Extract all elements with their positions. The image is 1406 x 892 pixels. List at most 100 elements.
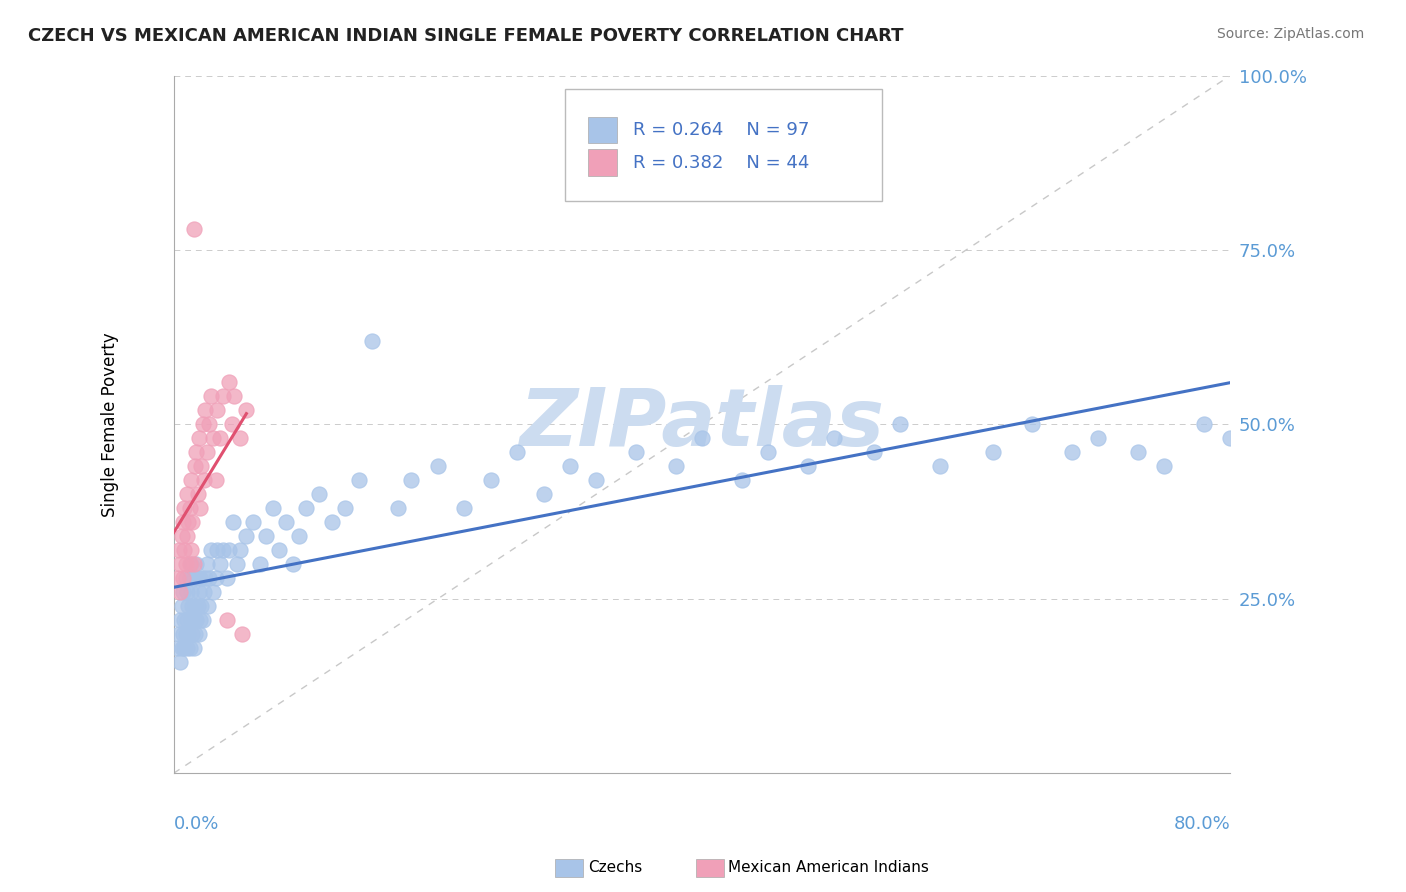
Point: [180, 613, 202, 627]
Point: [184, 626, 207, 640]
Point: [208, 557, 231, 571]
Point: [221, 417, 243, 432]
Text: Czechs: Czechs: [588, 861, 643, 875]
Point: [198, 417, 221, 432]
Point: [186, 445, 208, 459]
Point: [176, 613, 198, 627]
Point: [177, 515, 200, 529]
Point: [173, 640, 195, 655]
Point: [224, 389, 246, 403]
Point: [180, 543, 202, 558]
Point: [249, 557, 271, 571]
Point: [222, 515, 245, 529]
FancyBboxPatch shape: [588, 150, 617, 176]
Point: [197, 599, 219, 613]
Point: [281, 557, 304, 571]
Point: [181, 599, 204, 613]
Point: [180, 473, 202, 487]
Point: [191, 417, 214, 432]
Point: [321, 515, 343, 529]
Point: [169, 613, 191, 627]
Point: [170, 640, 193, 655]
Point: [174, 557, 197, 571]
Text: CZECH VS MEXICAN AMERICAN INDIAN SINGLE FEMALE POVERTY CORRELATION CHART: CZECH VS MEXICAN AMERICAN INDIAN SINGLE …: [28, 27, 904, 45]
Point: [183, 640, 205, 655]
Point: [1153, 459, 1175, 474]
Point: [862, 445, 884, 459]
Point: [179, 571, 201, 585]
Point: [186, 599, 208, 613]
Point: [169, 584, 191, 599]
Point: [205, 473, 228, 487]
Point: [179, 501, 201, 516]
Point: [205, 571, 228, 585]
Text: 80.0%: 80.0%: [1174, 815, 1230, 833]
Point: [211, 389, 233, 403]
Point: [208, 431, 231, 445]
Point: [172, 571, 194, 585]
Point: [229, 543, 252, 558]
Text: Source: ZipAtlas.com: Source: ZipAtlas.com: [1216, 27, 1364, 41]
Point: [211, 543, 233, 558]
Text: R = 0.382    N = 44: R = 0.382 N = 44: [633, 153, 810, 172]
Point: [173, 613, 195, 627]
Point: [335, 501, 357, 516]
Text: ZIPatlas: ZIPatlas: [520, 385, 884, 463]
Point: [226, 557, 249, 571]
Point: [193, 584, 215, 599]
Point: [188, 571, 211, 585]
Text: R = 0.264    N = 97: R = 0.264 N = 97: [633, 121, 810, 139]
Point: [172, 584, 194, 599]
Point: [690, 431, 713, 445]
Point: [207, 543, 229, 558]
Point: [187, 431, 209, 445]
Point: [177, 599, 200, 613]
Point: [479, 473, 502, 487]
Point: [167, 543, 190, 558]
Point: [173, 501, 195, 516]
Point: [194, 571, 217, 585]
Point: [183, 222, 205, 236]
Point: [401, 473, 423, 487]
Point: [796, 459, 818, 474]
Point: [183, 571, 205, 585]
Point: [167, 626, 190, 640]
Point: [242, 515, 264, 529]
Point: [186, 487, 208, 501]
Point: [186, 557, 208, 571]
Point: [166, 640, 188, 655]
Point: [1219, 431, 1241, 445]
Point: [229, 431, 252, 445]
Point: [200, 389, 222, 403]
Point: [928, 459, 950, 474]
Point: [218, 376, 240, 390]
Point: [179, 640, 201, 655]
Point: [624, 445, 647, 459]
Point: [506, 445, 529, 459]
FancyBboxPatch shape: [588, 117, 617, 144]
Point: [1126, 445, 1149, 459]
Point: [533, 487, 555, 501]
Point: [453, 501, 475, 516]
Point: [170, 599, 193, 613]
Point: [254, 529, 277, 543]
Point: [288, 529, 311, 543]
Point: [183, 557, 205, 571]
Point: [190, 459, 212, 474]
Point: [235, 403, 257, 417]
Point: [181, 626, 204, 640]
Point: [169, 557, 191, 571]
Point: [308, 487, 330, 501]
Point: [186, 571, 208, 585]
Point: [558, 459, 581, 474]
Point: [191, 613, 214, 627]
Point: [183, 613, 205, 627]
Point: [193, 473, 215, 487]
Point: [202, 584, 225, 599]
Point: [166, 571, 188, 585]
Text: Mexican American Indians: Mexican American Indians: [728, 861, 929, 875]
Point: [235, 529, 257, 543]
Point: [1021, 417, 1043, 432]
Point: [180, 557, 202, 571]
Point: [274, 515, 297, 529]
